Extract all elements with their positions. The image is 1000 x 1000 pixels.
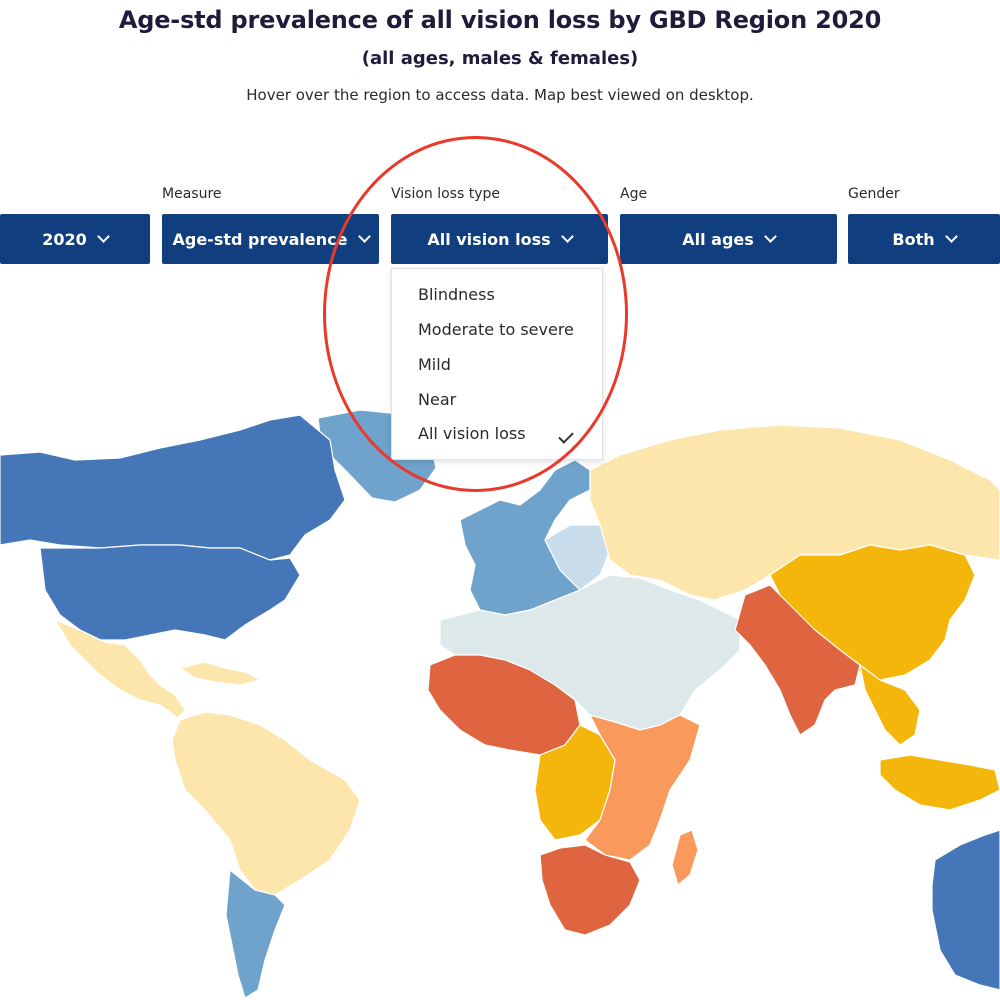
menu-option-moderate-to-severe[interactable]: Moderate to severe xyxy=(418,320,574,339)
region-central-america[interactable] xyxy=(53,618,186,719)
region-usa[interactable] xyxy=(39,544,301,641)
gender-label: Gender xyxy=(848,186,900,202)
page-title: Age-std prevalence of all vision loss by… xyxy=(118,6,882,34)
region-western-europe[interactable] xyxy=(459,459,591,616)
age-value: All ages xyxy=(682,229,754,249)
gender-value: Both xyxy=(892,229,935,249)
region-southern-sub-saharan-africa[interactable] xyxy=(539,844,641,936)
vision-loss-type-dropdown[interactable]: All vision loss xyxy=(391,214,608,264)
year-dropdown[interactable]: 2020 xyxy=(0,214,150,264)
region-southern-latin-america[interactable] xyxy=(225,868,286,999)
region-australasia[interactable] xyxy=(931,829,1000,991)
age-dropdown[interactable]: All ages xyxy=(620,214,837,264)
region-south-asia[interactable] xyxy=(734,584,861,736)
gender-dropdown[interactable]: Both xyxy=(848,214,1000,264)
region-southeast-asia[interactable] xyxy=(859,663,921,746)
vision-loss-type-menu: Blindness Moderate to severe Mild Near A… xyxy=(391,268,603,460)
region-caribbean[interactable] xyxy=(178,661,262,686)
region-tropical-south-america[interactable] xyxy=(171,711,361,896)
region-central-europe[interactable] xyxy=(544,524,611,591)
menu-option-all-vision-loss[interactable]: All vision loss xyxy=(418,424,526,443)
year-value: 2020 xyxy=(42,229,87,249)
measure-label: Measure xyxy=(162,186,222,202)
checkmark-icon xyxy=(558,428,574,444)
measure-dropdown[interactable]: Age-std prevalence xyxy=(162,214,379,264)
page-subtitle: (all ages, males & females) xyxy=(361,48,639,69)
vision-loss-type-label: Vision loss type xyxy=(391,186,500,202)
menu-option-mild[interactable]: Mild xyxy=(418,355,451,374)
region-southeast-asia-islands[interactable] xyxy=(879,754,1000,811)
region-eastern-sub-saharan-africa[interactable] xyxy=(584,714,701,861)
hover-hint: Hover over the region to access data. Ma… xyxy=(246,86,754,104)
region-madagascar[interactable] xyxy=(671,829,699,887)
vision-loss-type-value: All vision loss xyxy=(427,229,551,249)
menu-option-blindness[interactable]: Blindness xyxy=(418,285,495,304)
measure-value: Age-std prevalence xyxy=(172,229,348,249)
region-canada[interactable] xyxy=(0,414,346,561)
menu-option-near[interactable]: Near xyxy=(418,390,457,409)
